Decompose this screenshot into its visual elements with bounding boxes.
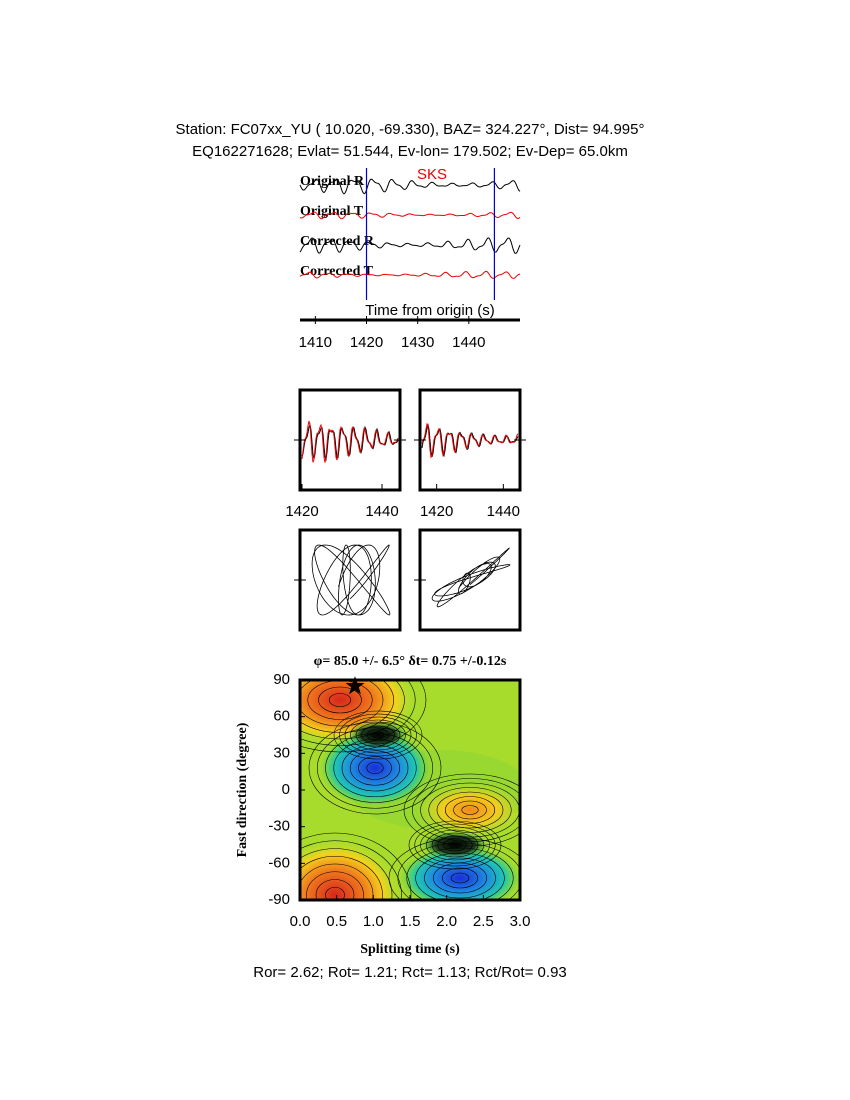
x-tick-label: 1420 (350, 334, 383, 351)
particle-path (431, 547, 511, 608)
contour-line (411, 778, 520, 842)
waveform-trace (299, 178, 521, 195)
y-tick-label: 90 (273, 671, 290, 688)
contour-field (300, 680, 520, 900)
x-tick-label: 0.0 (290, 913, 311, 930)
contour-line (325, 886, 345, 900)
header-line: Station: FC07xx_YU ( 10.020, -69.330), B… (176, 121, 645, 138)
particle-motion (294, 528, 402, 632)
contour-line (448, 841, 462, 849)
y-tick-label: -90 (268, 891, 290, 908)
x-tick-label: 1420 (420, 503, 453, 520)
x-tick-label: 2.5 (473, 913, 494, 930)
x-tick-label: 1440 (365, 503, 398, 520)
contour-line (436, 791, 504, 829)
contour-line (366, 728, 390, 742)
contour-line (300, 832, 412, 900)
x-axis-label: Splitting time (s) (360, 942, 460, 957)
contour-line (461, 805, 479, 815)
trace-label: Original T (300, 204, 364, 219)
x-tick-label: 1420 (285, 503, 318, 520)
contour-line (325, 733, 425, 803)
contour-line (300, 840, 402, 900)
y-tick-label: 30 (273, 744, 290, 761)
x-tick-label: 2.0 (436, 913, 457, 930)
contour-line (414, 823, 496, 867)
contour-line (300, 855, 383, 900)
panel-frame (298, 388, 402, 492)
footer: Ror= 2.62; Rot= 1.21; Rct= 1.13; Rct/Rot… (253, 964, 567, 981)
y-axis-label: Fast direction (degree) (235, 722, 250, 857)
contour-line (300, 680, 384, 727)
contour-line (350, 719, 406, 751)
contour-line (339, 713, 417, 757)
waveform-trace (299, 211, 521, 220)
contour-line (333, 738, 417, 798)
particle-motion (414, 528, 522, 632)
waveform-trace (299, 270, 521, 279)
contour-line (318, 686, 362, 714)
trace-label: Corrected R (300, 234, 375, 249)
contour-line (300, 680, 416, 746)
contour-line (355, 722, 401, 748)
contour-line (425, 829, 485, 861)
contour-line (450, 872, 470, 884)
contour-line (308, 721, 442, 815)
contour-title: φ= 85.0 +/- 6.5° δt= 0.75 +/-0.12s (314, 654, 507, 669)
contour-line (406, 847, 514, 900)
contour-line (415, 852, 505, 900)
y-tick-label: -30 (268, 818, 290, 835)
contour-line (408, 820, 502, 870)
contour-line (441, 867, 479, 889)
waveform-trace (299, 237, 521, 254)
contour-line (428, 787, 512, 833)
contour-line (344, 716, 412, 754)
best-fit-star (345, 676, 365, 695)
contour-line (420, 826, 490, 864)
x-tick-label: 0.5 (326, 913, 347, 930)
contour-line (341, 744, 409, 792)
x-tick-label: 3.0 (510, 913, 531, 930)
contour-line (306, 871, 364, 900)
contour-line (315, 879, 355, 900)
x-tick-label: 1440 (452, 334, 485, 351)
contour-line (437, 835, 473, 855)
header-line: EQ162271628; Evlat= 51.544, Ev-lon= 179.… (192, 143, 628, 160)
contour-line (453, 800, 487, 820)
contour-line (333, 710, 423, 760)
contour-line (366, 761, 384, 775)
contour-line (443, 838, 467, 852)
waveform-trace (421, 422, 519, 459)
contour-line (444, 796, 496, 824)
contour-line (388, 837, 520, 900)
contour-line (403, 773, 520, 847)
phase-label: SKS (417, 166, 447, 183)
x-tick-label: 1410 (299, 334, 332, 351)
contour-line (424, 857, 496, 899)
contour-line (316, 727, 434, 809)
contour-line (300, 848, 393, 900)
contour-line (349, 750, 401, 786)
x-tick-label: 1440 (487, 503, 520, 520)
contour-line (358, 756, 392, 780)
contour-line (361, 725, 395, 745)
contour-line (431, 832, 479, 858)
y-tick-label: -60 (268, 854, 290, 871)
x-tick-label: 1430 (401, 334, 434, 351)
contour-line (328, 693, 352, 707)
contour-line (300, 680, 427, 753)
contour-line (372, 731, 384, 739)
y-tick-label: 0 (282, 781, 290, 798)
x-tick-label: 1.5 (400, 913, 421, 930)
waveform-trace (301, 420, 399, 463)
particle-path (311, 544, 391, 616)
y-tick-label: 60 (273, 708, 290, 725)
x-tick-label: 1.0 (363, 913, 384, 930)
x-axis-label: Time from origin (s) (365, 302, 494, 319)
